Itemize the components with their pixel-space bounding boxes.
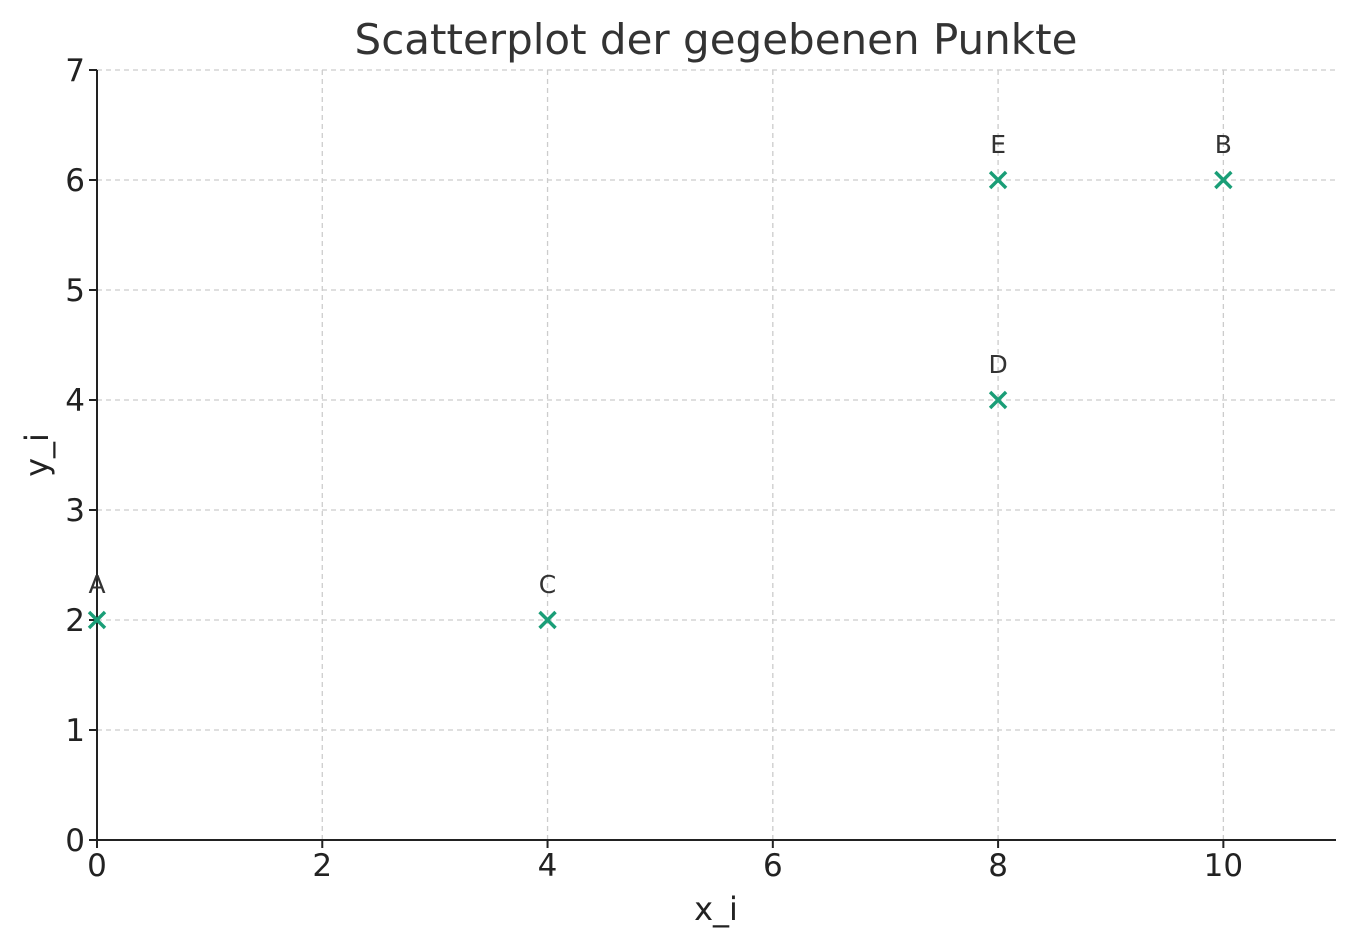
x-tick-label-4: 4 (538, 848, 558, 884)
point-marker-stroke (538, 610, 557, 630)
data-point-E: E (988, 130, 1008, 190)
y-tick-label-6: 6 (65, 163, 85, 199)
point-label-C: C (539, 570, 556, 599)
y-tick-label-4: 4 (65, 383, 85, 419)
data-points: A B C D E (87, 130, 1233, 630)
point-label-D: D (988, 350, 1007, 379)
point-marker-stroke (988, 170, 1008, 190)
point-label-E: E (990, 130, 1006, 159)
point-marker-stroke (988, 390, 1008, 410)
point-label-B: B (1215, 130, 1232, 159)
grid (97, 69, 1336, 840)
y-tick-label-0: 0 (65, 823, 85, 859)
chart-title: Scatterplot der gegebenen Punkte (355, 15, 1078, 64)
x-tick-label-10: 10 (1204, 848, 1243, 884)
data-point-A: A (87, 570, 107, 630)
data-point-B: B (1214, 130, 1233, 190)
y-tick-label-7: 7 (65, 53, 85, 89)
y-tick-label-5: 5 (65, 273, 85, 309)
y-tick-label-3: 3 (65, 493, 85, 529)
point-marker-stroke (1214, 170, 1233, 190)
ticks: 0 2 4 6 8 10 0 1 2 3 4 5 6 7 (65, 53, 1243, 884)
x-tick-label-2: 2 (312, 848, 332, 884)
x-tick-label-8: 8 (988, 848, 1008, 884)
data-point-D: D (988, 350, 1008, 410)
axes (96, 70, 1336, 841)
x-axis-label: x_i (694, 890, 738, 928)
point-label-A: A (88, 570, 105, 599)
x-tick-label-6: 6 (763, 848, 783, 884)
y-tick-label-1: 1 (65, 713, 85, 749)
y-tick-label-2: 2 (65, 603, 85, 639)
data-point-C: C (538, 570, 557, 630)
point-marker-stroke (87, 610, 107, 630)
y-axis-label: y_i (18, 433, 56, 477)
x-tick-label-0: 0 (87, 848, 107, 884)
